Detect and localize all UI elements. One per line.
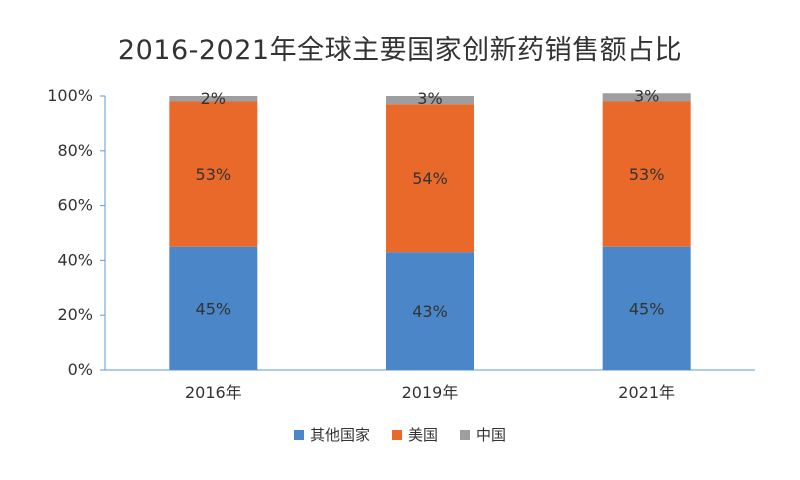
data-label: 2% [201,89,226,108]
data-label: 45% [196,299,232,318]
legend: 其他国家 美国 中国 [0,424,800,445]
x-tick-label: 2019年 [402,383,459,402]
bar-segment [386,252,474,370]
bar-segment [386,104,474,253]
x-tick-label: 2021年 [618,383,675,402]
y-tick-label: 100% [47,86,93,105]
data-label: 54% [412,169,448,188]
y-tick-label: 0% [68,360,93,379]
bar-segment [386,96,474,105]
legend-swatch-usa [391,429,402,440]
data-label: 45% [629,299,665,318]
x-tick-label: 2016年 [185,383,242,402]
legend-label-other-countries: 其他国家 [309,426,370,444]
bar-segment [602,93,691,102]
chart-title: 2016-2021年全球主要国家创新药销售额占比 [117,35,683,66]
legend-item-other-countries: 其他国家 [293,424,370,445]
bar-segment [602,101,691,247]
bar-segment [602,246,691,370]
legend-label-china: 中国 [476,426,507,444]
bar-segment [169,101,258,247]
bar-segment [169,246,258,370]
data-label: 53% [629,165,665,184]
legend-swatch-china [460,429,470,440]
data-label: 3% [634,86,659,105]
legend-swatch-other-countries [293,429,304,440]
legend-label-usa: 美国 [407,426,438,444]
data-label: 43% [412,302,448,321]
y-tick-label: 80% [57,141,93,160]
y-tick-label: 20% [57,305,93,324]
bar-segment [169,96,258,102]
data-label: 53% [196,165,232,184]
y-tick-label: 40% [57,250,93,269]
legend-item-usa: 美国 [391,424,438,445]
data-label: 3% [417,89,442,108]
legend-item-china: 中国 [460,424,506,445]
y-tick-label: 60% [57,196,93,215]
